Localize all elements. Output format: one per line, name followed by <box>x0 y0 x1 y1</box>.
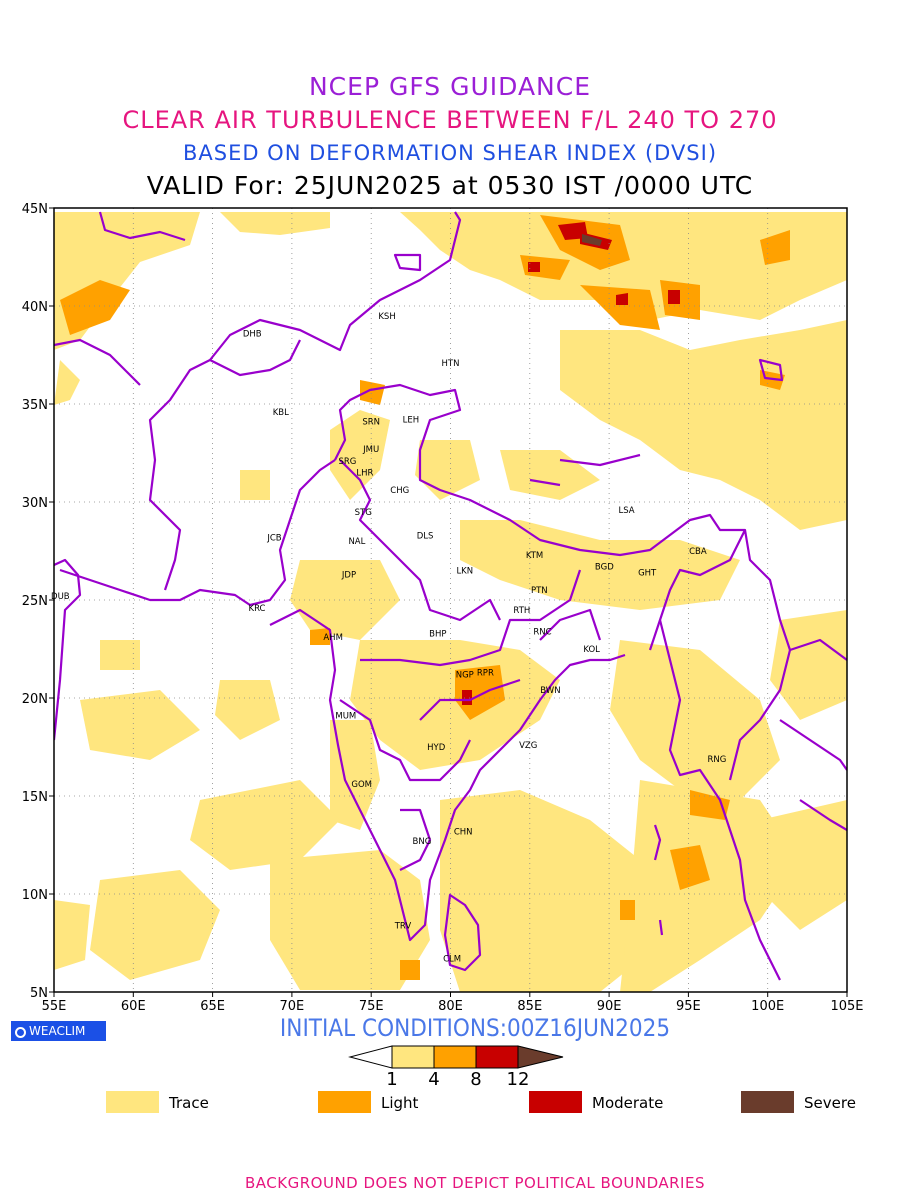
city-label-leh: LEH <box>403 416 420 426</box>
city-label-ght: GHT <box>638 569 657 579</box>
lon-label: 65E <box>200 999 225 1014</box>
title-line-2: CLEAR AIR TURBULENCE BETWEEN F/L 240 TO … <box>122 106 778 134</box>
lon-label: 80E <box>438 999 463 1014</box>
city-label-vzg: VZG <box>519 741 537 751</box>
city-label-rng: RNG <box>708 755 727 765</box>
lat-label: 45N <box>22 202 48 217</box>
map-axes: 55E 60E 65E 70E 75E 80E 85E 90E 95E 100E 105E 45N 40… <box>22 202 864 1014</box>
city-label-ptn: PTN <box>531 586 548 596</box>
lon-label: 70E <box>280 999 305 1014</box>
legend-label: Light <box>381 1094 419 1112</box>
city-label-bng: BNG <box>413 837 432 847</box>
city-label-cba: CBA <box>689 547 707 557</box>
city-label-mum: MUM <box>335 712 356 722</box>
city-label-htn: HTN <box>442 359 460 369</box>
city-label-kbl: KBL <box>273 408 289 418</box>
city-label-ksh: KSH <box>378 312 395 322</box>
initial-conditions-label: INITIAL CONDITIONS:00Z16JUN2025 <box>279 1014 671 1042</box>
legend-label: Trace <box>169 1094 209 1112</box>
legend-label: Moderate <box>592 1094 664 1112</box>
city-label-lsa: LSA <box>618 506 634 516</box>
logo-circle-icon <box>15 1027 26 1038</box>
grid-lines <box>54 208 847 992</box>
legend-label: Severe <box>804 1094 856 1112</box>
city-label-ahm: AHM <box>323 633 343 643</box>
city-label-jdp: JDP <box>341 571 356 581</box>
city-label-stg: STG <box>355 508 372 518</box>
footer-note: BACKGROUND DOES NOT DEPICT POLITICAL BOU… <box>245 1174 705 1192</box>
lat-label: 35N <box>22 398 48 413</box>
colorbar-low-arrow <box>348 1045 393 1069</box>
lat-label: 25N <box>22 594 48 609</box>
city-label-dls: DLS <box>417 531 434 541</box>
lon-label: 90E <box>597 999 622 1014</box>
lat-label: 20N <box>22 692 48 707</box>
weaclim-logo: WEACLIM <box>11 1021 106 1041</box>
lat-label: 40N <box>22 300 48 315</box>
city-label-trv: TRV <box>394 921 412 931</box>
lon-label: 100E <box>751 999 784 1014</box>
city-label-clm: CLM <box>443 955 461 965</box>
colorbar-tick-label: 1 <box>386 1069 397 1090</box>
lon-label: 55E <box>42 999 67 1014</box>
colorbar-tick-label: 4 <box>428 1069 439 1090</box>
legend-swatch <box>741 1091 794 1113</box>
lat-label: 15N <box>22 790 48 805</box>
city-label-jcb: JCB <box>266 533 281 543</box>
lon-label: 85E <box>517 999 542 1014</box>
lat-label: 10N <box>22 888 48 903</box>
city-label-bhp: BHP <box>429 629 446 639</box>
city-label-rpr: RPR <box>477 669 494 679</box>
city-label-dub: DUB <box>51 592 70 602</box>
lon-label: 60E <box>121 999 146 1014</box>
title-line-3: BASED ON DEFORMATION SHEAR INDEX (DVSI) <box>182 141 718 165</box>
city-label-rth: RTH <box>513 606 530 616</box>
colorbar-box <box>475 1045 519 1069</box>
city-label-chg: CHG <box>390 486 409 496</box>
city-label-dhb: DHB <box>243 329 262 339</box>
city-label-srn: SRN <box>362 418 380 428</box>
lon-label: 95E <box>676 999 701 1014</box>
city-label-nal: NAL <box>348 537 365 547</box>
city-label-kol: KOL <box>583 645 600 655</box>
colorbar-tick-label: 12 <box>507 1069 530 1090</box>
lon-label: 105E <box>830 999 863 1014</box>
lat-label: 5N <box>30 986 48 1001</box>
colorbar-tick-label: 8 <box>470 1069 481 1090</box>
colorbar: 1 4 8 12 <box>348 1045 564 1090</box>
boundary-lines <box>54 211 847 981</box>
legend-swatch <box>106 1091 159 1113</box>
city-label-lkn: LKN <box>456 567 473 577</box>
city-label-ktm: KTM <box>526 551 543 561</box>
city-label-lhr: LHR <box>356 469 373 479</box>
city-label-bgd: BGD <box>595 563 614 573</box>
city-label-gom: GOM <box>351 780 372 790</box>
legend-swatch <box>318 1091 371 1113</box>
valid-time-title: VALID For: 25JUN2025 at 0530 IST /0000 U… <box>146 171 754 200</box>
colorbar-box <box>433 1045 477 1069</box>
colorbar-box <box>391 1045 435 1069</box>
colorbar-high-arrow <box>517 1045 564 1069</box>
city-label-chn: CHN <box>454 827 473 837</box>
logo-text: WEACLIM <box>29 1024 86 1038</box>
city-label-hyd: HYD <box>427 743 446 753</box>
city-label-ngp: NGP <box>456 670 474 680</box>
city-label-rnc: RNC <box>533 627 551 637</box>
lat-label: 30N <box>22 496 48 511</box>
city-label-srg: SRG <box>338 457 356 467</box>
lon-label: 75E <box>359 999 384 1014</box>
city-label-krc: KRC <box>249 604 266 614</box>
title-line-1: NCEP GFS GUIDANCE <box>308 72 591 101</box>
city-label-jmu: JMU <box>362 445 379 455</box>
city-label-bwn: BWN <box>540 686 560 696</box>
legend-swatch <box>529 1091 582 1113</box>
